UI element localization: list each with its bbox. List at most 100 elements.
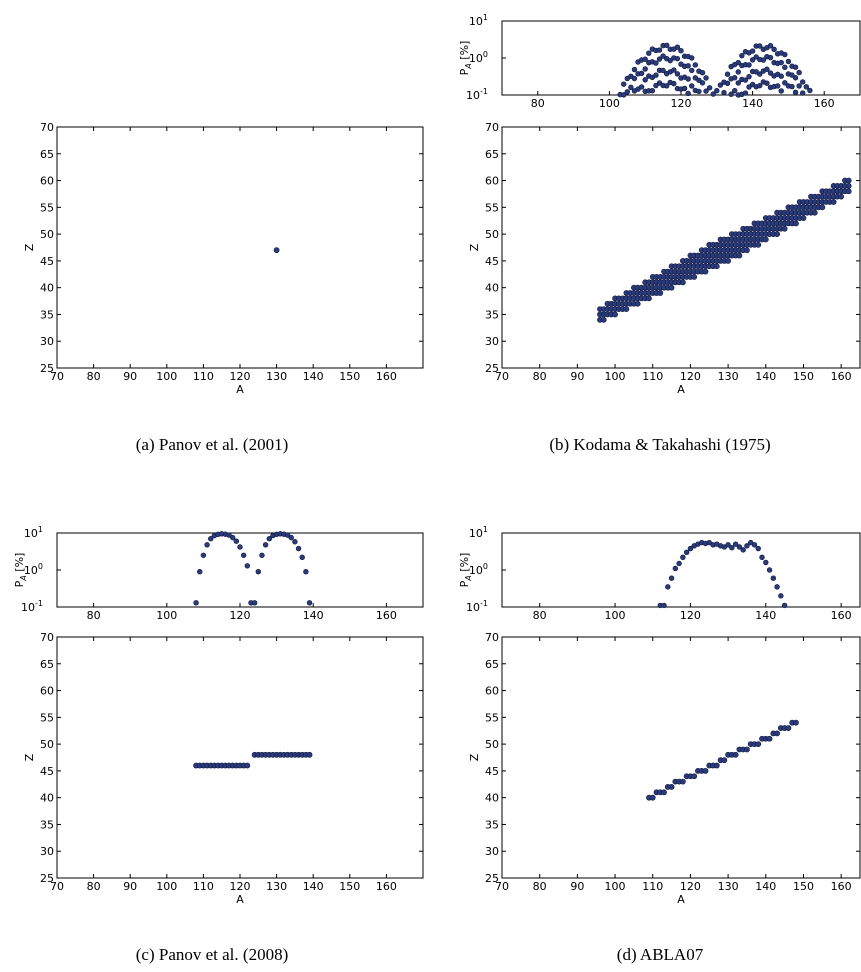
panel-b-top-data-point <box>746 84 752 90</box>
panel-c-data-point <box>306 751 313 758</box>
panel-d-top-y-tick-label: 10-1 <box>466 599 488 614</box>
panel-d-x-axis-label: A <box>677 893 685 906</box>
panel-b-top-data-point <box>674 55 681 62</box>
panel-b-top-y-axis-label: PA [%] <box>458 41 473 76</box>
panel-a-y-tick-label: 25 <box>40 362 54 375</box>
panel-a-x-tick-label: 120 <box>230 370 251 383</box>
panel-d-x-tick-label: 70 <box>495 880 509 893</box>
panel-d-top-data-point <box>736 544 743 550</box>
panel-b-top-data-point <box>792 64 799 70</box>
panel-b-data-point <box>612 311 618 318</box>
panel-b-y-tick-label: 25 <box>485 362 499 375</box>
panel-d-x-tick-label: 90 <box>570 880 584 893</box>
panel-a-main-frame <box>56 126 424 369</box>
panel-b-x-tick-label: 120 <box>680 370 701 383</box>
panel-b-top-data-point <box>653 72 659 78</box>
panel-b-top-data-point <box>782 51 788 58</box>
panel-d-top-data-point <box>774 584 780 590</box>
panel-b-top-data-point <box>807 87 813 94</box>
panel-b-top-data-point <box>685 63 691 69</box>
panel-b-top-data-point <box>735 80 741 86</box>
panel-a-x-tick-label: 90 <box>123 370 137 383</box>
panel-d-top-y-axis-label-sub: A <box>464 575 473 581</box>
panel-c-top-y-axis-label-unit: [%] <box>13 553 26 576</box>
panel-d-top-data-point <box>725 542 731 548</box>
panel-b-top-data-point <box>663 42 670 49</box>
panel-b-data-point <box>819 204 826 211</box>
panel-b-top-data-point <box>689 55 695 61</box>
panel-c-top-data-point <box>259 552 265 558</box>
panel-c-y-tick-label: 30 <box>40 845 54 858</box>
panel-b-top-data-point <box>628 84 634 90</box>
panel-c-top-x-tick-label: 120 <box>230 609 251 622</box>
panel-b-top-data-point <box>735 59 741 66</box>
panel-b-data-point <box>800 215 807 221</box>
panel-b-top-data-point <box>685 76 691 82</box>
panel-b-top-data-point <box>649 88 656 94</box>
panel-b-top-data-point <box>656 56 663 62</box>
panel-b-top-data-point <box>642 77 648 83</box>
panel-d-main-frame <box>501 636 861 879</box>
panel-d-data-point <box>774 730 780 737</box>
panel-d-data-point <box>744 746 750 753</box>
panel-b-top-data-point <box>774 83 781 89</box>
panel-c-data-point <box>244 762 251 769</box>
panel-d-data-point <box>691 773 698 780</box>
panel-b-y-tick-label: 50 <box>485 228 499 241</box>
panel-b-top-data-point <box>642 56 648 62</box>
panel-b-top-y-axis-label-sub: A <box>464 63 473 69</box>
panel-b-x-tick-label: 160 <box>831 370 852 383</box>
panel-d-top-data-point <box>661 602 667 609</box>
panel-c-top-data-point <box>226 532 232 538</box>
panel-b-top-data-point <box>674 71 681 77</box>
panel-d-top-frame <box>501 532 861 608</box>
panel-c-x-tick-label: 90 <box>123 880 137 893</box>
panel-b-top-data-point <box>742 90 749 96</box>
panel-b-top-data-point <box>667 57 673 64</box>
panel-b-top-data-point <box>746 73 752 80</box>
panel-b-y-tick-label: 70 <box>485 121 499 134</box>
panel-d-top-y-tick-label: 101 <box>469 525 488 540</box>
panel-b-x-tick-label: 150 <box>793 370 814 383</box>
panel-b-data-point <box>845 183 852 189</box>
panel-b-top-data-point <box>703 88 709 94</box>
panel-c-y-tick-label: 35 <box>40 818 54 831</box>
panel-b-data-point <box>845 188 852 195</box>
panel-d-x-tick-label: 80 <box>533 880 547 893</box>
panel-b-top-data-point <box>642 66 648 72</box>
panel-b-top-data-point <box>789 72 795 78</box>
panel-c-y-tick-label: 45 <box>40 765 54 778</box>
panel-d-y-tick-label: 40 <box>485 792 499 805</box>
panel-d-top-y-tick-label: 100 <box>469 562 488 577</box>
panel-d-top-data-point <box>759 554 765 561</box>
panel-d-x-tick-label: 110 <box>642 880 663 893</box>
panel-c-x-axis-label: A <box>236 893 244 906</box>
panel-d-x-tick-label: 120 <box>680 880 701 893</box>
panel-b-x-tick-label: 70 <box>495 370 509 383</box>
panel-d-top-data-point <box>751 542 758 548</box>
panel-b-top-y-tick-label: 100 <box>469 50 488 65</box>
panel-b-top-data-point <box>653 82 659 89</box>
panel-a-x-tick-label: 80 <box>87 370 101 383</box>
panel-c-x-tick-label: 160 <box>376 880 397 893</box>
panel-b-top-data-point <box>724 80 731 87</box>
panel-b-data-point <box>762 236 769 243</box>
panel-b-top-data-point <box>699 70 706 76</box>
panel-c-top-data-point <box>193 600 199 606</box>
panel-b-top-data-point <box>742 77 749 83</box>
panel-b-top-data-point <box>689 67 695 74</box>
panel-a-x-tick-label: 70 <box>50 370 64 383</box>
panel-b-top-data-point <box>696 88 702 95</box>
panel-b-top-x-tick-label: 160 <box>814 97 835 110</box>
panel-a-y-tick-label: 30 <box>40 335 54 348</box>
panel-d-top-data-point <box>683 549 690 556</box>
panel-b-top-data-point <box>753 54 759 60</box>
panel-d-top-y-tick-exponent: 0 <box>483 562 488 571</box>
panel-b-data-point <box>811 209 818 216</box>
panel-b-top-data-point <box>796 69 802 76</box>
panel-c-top-data-point <box>262 542 269 548</box>
panel-b-data-point <box>713 263 720 270</box>
panel-b-top-data-point <box>800 79 806 85</box>
panel-b-top-data-point <box>731 87 738 94</box>
